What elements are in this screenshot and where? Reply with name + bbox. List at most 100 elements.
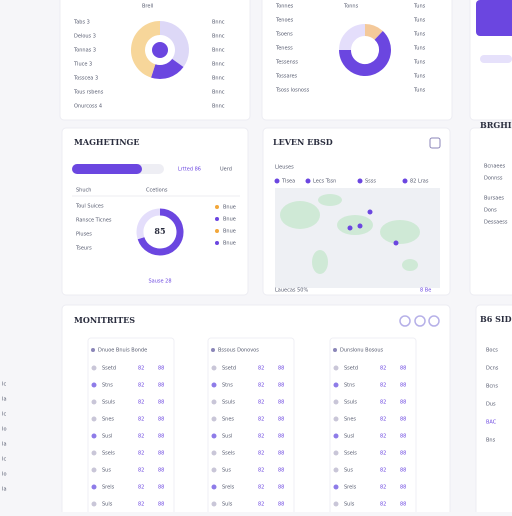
row-label: Bcnaees bbox=[484, 164, 506, 170]
row-value: 88 bbox=[278, 366, 284, 372]
row-label: Tabs 3 bbox=[73, 20, 90, 26]
row-value: 88 bbox=[400, 434, 406, 440]
toggle[interactable] bbox=[428, 315, 440, 327]
row-value: 82 bbox=[258, 434, 264, 440]
row-value: 88 bbox=[278, 468, 284, 474]
row-dot bbox=[333, 501, 339, 507]
row-label: Tonnes bbox=[275, 4, 294, 10]
legend-label: Bnue bbox=[223, 217, 236, 223]
row-label: Suls bbox=[222, 502, 233, 508]
row-value: 82 bbox=[380, 366, 386, 372]
legend-label: Ssss bbox=[365, 179, 376, 185]
row-label: Tous rsbens bbox=[73, 90, 104, 96]
edge-label: Io bbox=[2, 472, 7, 478]
row-label: Tsoens bbox=[275, 32, 293, 38]
row-dot bbox=[211, 433, 217, 439]
card-title: BRGHI bbox=[480, 120, 512, 130]
row-label: Tonnas 3 bbox=[73, 48, 96, 54]
row-label: Susl bbox=[222, 434, 232, 440]
row-value: 82 bbox=[138, 366, 144, 372]
row-label: Dus bbox=[486, 402, 496, 408]
row-dot bbox=[91, 433, 97, 439]
row-value: 88 bbox=[400, 485, 406, 491]
row-label: Dons bbox=[484, 208, 497, 214]
promo-banner bbox=[476, 0, 512, 36]
legend-dot bbox=[215, 241, 219, 245]
row-value: 88 bbox=[400, 502, 406, 508]
row-label: Ssetd bbox=[344, 366, 358, 372]
row-value: 82 bbox=[380, 400, 386, 406]
row-value: 82 bbox=[138, 451, 144, 457]
donut-segment bbox=[131, 21, 161, 78]
donut-segment bbox=[339, 24, 366, 51]
card-title: B6 SID bbox=[480, 314, 512, 324]
row-dot bbox=[211, 450, 217, 456]
edge-label: Ia bbox=[2, 397, 7, 403]
row-label: Bcns bbox=[486, 384, 498, 390]
row-dot bbox=[91, 484, 97, 490]
row-label: Toul Suices bbox=[75, 204, 104, 210]
icon-button[interactable] bbox=[429, 137, 441, 149]
row-label: Snes bbox=[344, 417, 356, 423]
row-label: Ssuls bbox=[222, 400, 235, 406]
row-value: 82 bbox=[258, 485, 264, 491]
toggle[interactable] bbox=[399, 315, 411, 327]
column-header: Shuch bbox=[76, 188, 91, 194]
row-label: Stns bbox=[222, 383, 233, 389]
row-dot bbox=[333, 416, 339, 422]
row-dot bbox=[91, 501, 97, 507]
row-dot bbox=[211, 382, 217, 388]
row-dot bbox=[91, 467, 97, 473]
row-label: Ssetd bbox=[102, 366, 116, 372]
map-marker bbox=[357, 223, 363, 229]
card-header: Tonns bbox=[343, 4, 359, 10]
card bbox=[261, 0, 453, 121]
row-value: 82 bbox=[138, 434, 144, 440]
row-label: Sus bbox=[344, 468, 353, 474]
table-icon bbox=[211, 348, 215, 352]
row-value: 88 bbox=[158, 434, 164, 440]
legend-label: Lecs Tssn bbox=[313, 179, 336, 185]
table bbox=[207, 337, 295, 516]
row-label: Srels bbox=[222, 485, 235, 491]
row-label: Dcns bbox=[486, 366, 499, 372]
tag: 8 Be bbox=[420, 288, 431, 294]
row-value: 88 bbox=[400, 468, 406, 474]
table-icon bbox=[91, 348, 95, 352]
row-label: Tsoss losnoss bbox=[275, 88, 310, 94]
row-value: Tuns bbox=[413, 18, 426, 24]
toggle[interactable] bbox=[414, 315, 426, 327]
land bbox=[380, 220, 420, 244]
row-label: Ssuls bbox=[344, 400, 357, 406]
legend-label: Bnue bbox=[223, 229, 236, 235]
row-label: Ssetd bbox=[222, 366, 236, 372]
row-value: 82 bbox=[380, 502, 386, 508]
row-label: Srels bbox=[344, 485, 357, 491]
row-value: 88 bbox=[400, 366, 406, 372]
donut-segment bbox=[339, 31, 391, 76]
row-dot bbox=[333, 365, 339, 371]
row-value: 82 bbox=[258, 451, 264, 457]
row-label: Tluce 3 bbox=[73, 62, 92, 68]
donut-segment bbox=[151, 58, 184, 79]
row-dot bbox=[91, 399, 97, 405]
row-value: 82 bbox=[380, 417, 386, 423]
row-label: Tenoes bbox=[275, 18, 294, 24]
row-value: 82 bbox=[258, 502, 264, 508]
row-value: 82 bbox=[138, 400, 144, 406]
row-value: Bnnc bbox=[212, 90, 225, 96]
row-value: Tuns bbox=[413, 4, 426, 10]
row-value: 88 bbox=[400, 400, 406, 406]
row-value: 88 bbox=[400, 383, 406, 389]
legend-dot bbox=[357, 178, 363, 184]
row-value: 82 bbox=[138, 417, 144, 423]
row-value: 88 bbox=[158, 468, 164, 474]
table-icon bbox=[333, 348, 337, 352]
map-marker bbox=[367, 209, 373, 215]
row-value: 82 bbox=[380, 485, 386, 491]
row-dot bbox=[333, 467, 339, 473]
legend-dot bbox=[215, 217, 219, 221]
tab-active[interactable] bbox=[72, 164, 142, 174]
row-label: Ssuls bbox=[102, 400, 115, 406]
